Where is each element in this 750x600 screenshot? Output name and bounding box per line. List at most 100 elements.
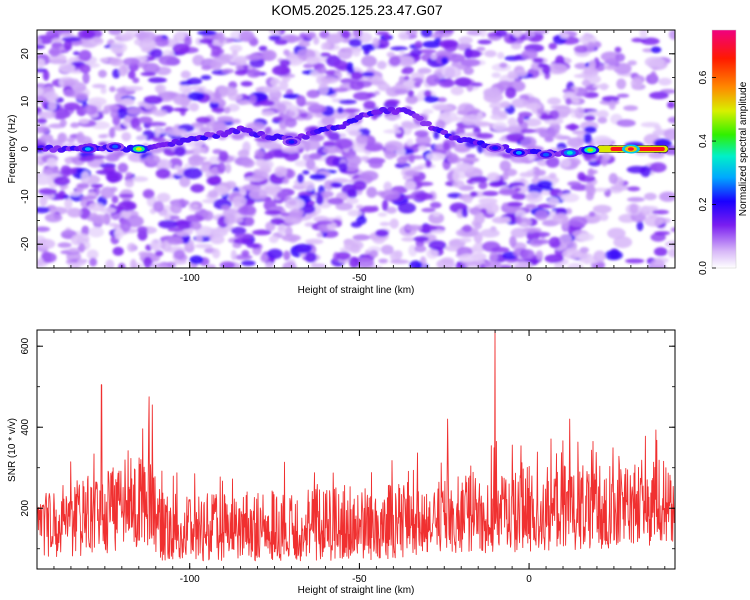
spectrogram-blob: [559, 233, 572, 245]
spectrogram-blob: [460, 58, 481, 67]
spectrogram-blob: [627, 197, 645, 202]
spectrogram-blob: [491, 216, 510, 224]
spectrogram-blob: [167, 236, 184, 246]
peak-core: [566, 151, 573, 155]
colorbar-label: Normalized spectral amplitude: [738, 81, 749, 216]
spectrogram-blob: [232, 195, 247, 207]
spectrogram-blob: [154, 84, 167, 94]
spectrogram-blob: [499, 160, 511, 172]
spectrogram-blob: [233, 55, 248, 63]
spectrogram-blob: [423, 95, 440, 103]
peak-core: [135, 147, 142, 151]
spectrogram-blob: [281, 147, 299, 154]
spectrogram-blob: [100, 186, 115, 199]
y-tick-label: -10: [20, 189, 31, 204]
spectrogram-blob: [532, 231, 551, 237]
spectrogram-blob: [68, 247, 80, 253]
spectrogram-blob: [640, 37, 660, 45]
spectrogram-blob: [252, 171, 269, 181]
spectrogram-blob: [376, 38, 390, 49]
spectrogram-blob: [305, 56, 321, 65]
spectrogram-blob: [69, 191, 81, 197]
spectrogram-blob: [200, 75, 212, 80]
spectrogram-blob: [131, 176, 149, 182]
spectrogram-blob: [318, 83, 329, 96]
spectrogram-blob: [100, 86, 107, 94]
spectrogram-blob: [582, 133, 592, 144]
spectrogram-blob: [190, 183, 205, 193]
spectrogram-blob: [99, 57, 109, 63]
spectrogram-blob: [234, 69, 248, 76]
spectrogram-blob: [608, 100, 616, 110]
spectrogram-blob: [293, 243, 313, 254]
spectrogram-blob: [414, 192, 434, 200]
spectrogram-blob: [548, 236, 561, 249]
spectrogram-blob: [62, 168, 77, 175]
spectrogram-blob: [47, 101, 57, 111]
spectrogram-blob: [188, 154, 204, 167]
spectrogram-blob: [221, 204, 231, 211]
spectrogram-blob: [581, 79, 591, 87]
spectrogram-blob: [195, 234, 203, 243]
peak-core: [515, 151, 522, 155]
spectrogram-blob: [592, 204, 612, 214]
spectrogram-blob: [64, 197, 73, 210]
spectrogram-blob: [150, 238, 163, 251]
spectrogram-blob: [279, 59, 291, 67]
spectrogram-blob: [306, 89, 320, 99]
spectrogram-blob: [668, 248, 675, 258]
spectrogram-blob: [221, 68, 234, 74]
spectrogram-blob: [649, 162, 667, 173]
spectrogram-blob: [347, 67, 355, 74]
spectrogram-blob: [393, 124, 400, 130]
spectrogram-blob: [44, 169, 53, 175]
spectrogram-blob: [184, 35, 192, 47]
spectrogram-blob: [152, 109, 168, 117]
spectrogram-blob: [511, 193, 527, 200]
spectrogram-blob: [560, 193, 580, 203]
spectrogram-blob: [389, 218, 399, 229]
spectrogram-blob: [604, 250, 623, 261]
spectrogram-blob: [452, 170, 460, 182]
spectrogram-blob: [211, 107, 225, 113]
spectrogram-blob: [383, 181, 393, 192]
peak-core: [543, 152, 549, 157]
spectrogram-blob: [488, 181, 504, 188]
spectrogram-blob: [241, 158, 255, 168]
colorbar-tick-label: 0.2: [698, 197, 709, 211]
spectrogram-blob: [567, 181, 582, 187]
spectrogram-blob: [417, 67, 432, 74]
spectrogram-blob: [59, 33, 75, 38]
spectrogram-blob: [246, 69, 261, 78]
spectrogram-blob: [302, 153, 311, 161]
spectrogram-blob: [333, 60, 348, 70]
x-tick-label: 0: [526, 574, 532, 585]
spectrogram-blob: [434, 104, 454, 112]
spectrogram-blob: [430, 54, 438, 60]
spectrogram-blob: [458, 253, 478, 263]
spectrogram-blob: [37, 126, 50, 134]
spectrogram-blob: [241, 250, 250, 257]
snr-frame: [36, 329, 676, 570]
spectrogram-blob: [320, 52, 331, 58]
spectrogram-blob: [224, 163, 232, 174]
spectrogram-blob: [477, 39, 492, 45]
ridge-segment: [415, 115, 424, 121]
spectrogram-blob: [415, 181, 434, 187]
spectrogram-blob: [486, 172, 501, 183]
spectrogram-blob: [513, 261, 533, 268]
spectrogram-blob: [373, 90, 381, 96]
spectrogram-blob: [601, 95, 620, 102]
spectrogram-blob: [547, 197, 560, 206]
spectrogram-blob: [305, 31, 317, 39]
spectrogram-blob: [240, 81, 253, 87]
peak-core: [84, 147, 91, 151]
spectrogram-blob: [577, 233, 595, 242]
spectrogram-blob: [210, 228, 228, 237]
spectrogram-blob: [484, 50, 497, 58]
spectrogram-blob: [138, 117, 154, 123]
spectrogram-blob: [237, 205, 257, 216]
spectrogram-blob: [127, 70, 136, 80]
spectrogram-blob: [98, 134, 108, 139]
